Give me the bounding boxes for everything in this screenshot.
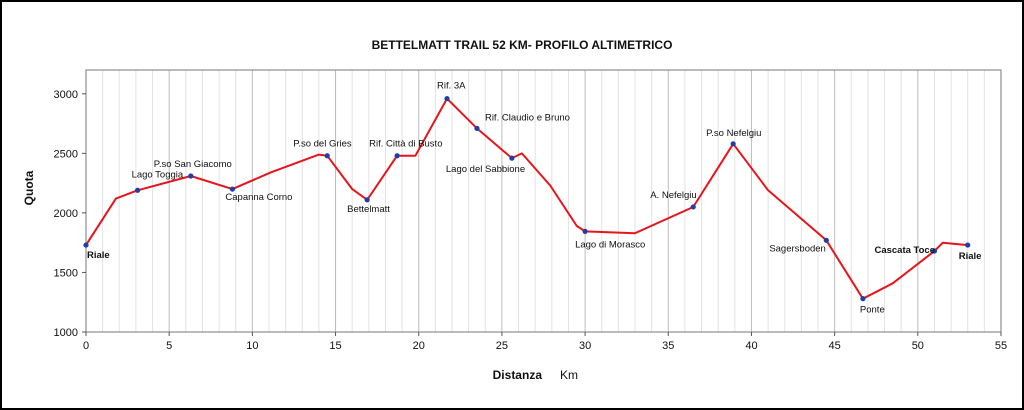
data-point-marker <box>364 197 370 203</box>
x-tick-label: 20 <box>413 340 425 352</box>
point-label: Rif. Città di Busto <box>369 139 442 150</box>
y-tick-label: 2500 <box>54 148 78 160</box>
x-tick-label: 15 <box>329 340 341 352</box>
point-label: P.so Nefelgiu <box>706 128 761 139</box>
point-label: Riale <box>87 250 110 261</box>
point-label: Cascata Toce <box>874 245 935 256</box>
data-point-marker <box>730 141 736 147</box>
data-point-marker <box>931 248 938 254</box>
x-axis-label: Distanza <box>493 368 543 382</box>
x-tick-label: 40 <box>745 340 757 352</box>
data-point-marker <box>134 187 141 193</box>
point-label: Riale <box>959 251 982 262</box>
data-point-marker <box>690 204 696 210</box>
data-point-marker <box>324 153 330 159</box>
data-point-marker <box>444 95 450 102</box>
chart-title: BETTELMATT TRAIL 52 KM- PROFILO ALTIMETR… <box>372 38 673 52</box>
x-tick-label: 30 <box>579 340 591 352</box>
plot-area <box>85 69 1002 333</box>
y-tick-label: 2000 <box>54 208 78 220</box>
point-label: P.so del Gries <box>293 139 352 150</box>
data-point-marker <box>394 153 400 159</box>
y-axis-label: Quota <box>22 170 36 205</box>
y-ticks: 1000 1500 2000 2500 3000 <box>54 89 86 339</box>
point-label: Rif. 3A <box>437 81 466 92</box>
point-label: Sagersboden <box>769 243 826 254</box>
point-label: Bettelmatt <box>347 204 390 215</box>
point-label: Lago del Sabbione <box>446 164 525 175</box>
y-tick-label: 1000 <box>54 327 78 339</box>
point-label: Capanna Corno <box>225 192 292 203</box>
x-tick-label: 25 <box>496 340 508 352</box>
point-label: Ponte <box>860 305 885 316</box>
data-point-marker <box>823 237 829 243</box>
data-point-marker <box>860 296 866 302</box>
x-tick-label: 35 <box>662 340 674 352</box>
x-tick-label: 10 <box>246 340 258 352</box>
elevation-line <box>85 97 968 300</box>
data-point-marker <box>509 155 515 161</box>
data-point-marker <box>474 125 480 131</box>
x-tick-label: 0 <box>83 340 89 352</box>
data-point-marker <box>229 186 235 192</box>
x-tick-label: 45 <box>829 340 841 352</box>
grid <box>102 70 985 332</box>
data-point-marker <box>582 228 588 234</box>
point-label: Lago di Morasco <box>575 239 645 250</box>
point-label: Rif. Claudio e Bruno <box>485 112 570 123</box>
x-tick-label: 50 <box>912 340 924 352</box>
markers <box>83 95 971 302</box>
x-tick-label: 5 <box>166 340 172 352</box>
point-label: Lago Toggia <box>132 169 184 180</box>
point-label: A. Nefelgiu <box>650 190 696 201</box>
x-axis-unit: Km <box>560 368 578 382</box>
x-tick-label: 55 <box>995 340 1007 352</box>
x-ticks: 0 5 10 15 20 25 30 35 40 45 50 55 <box>83 332 1007 352</box>
point-label: P.so San Giacomo <box>154 159 232 170</box>
data-point-marker <box>83 242 89 248</box>
y-tick-label: 1500 <box>54 267 78 279</box>
data-point-marker <box>188 173 194 179</box>
data-point-marker <box>965 242 971 248</box>
y-tick-label: 3000 <box>54 89 78 101</box>
